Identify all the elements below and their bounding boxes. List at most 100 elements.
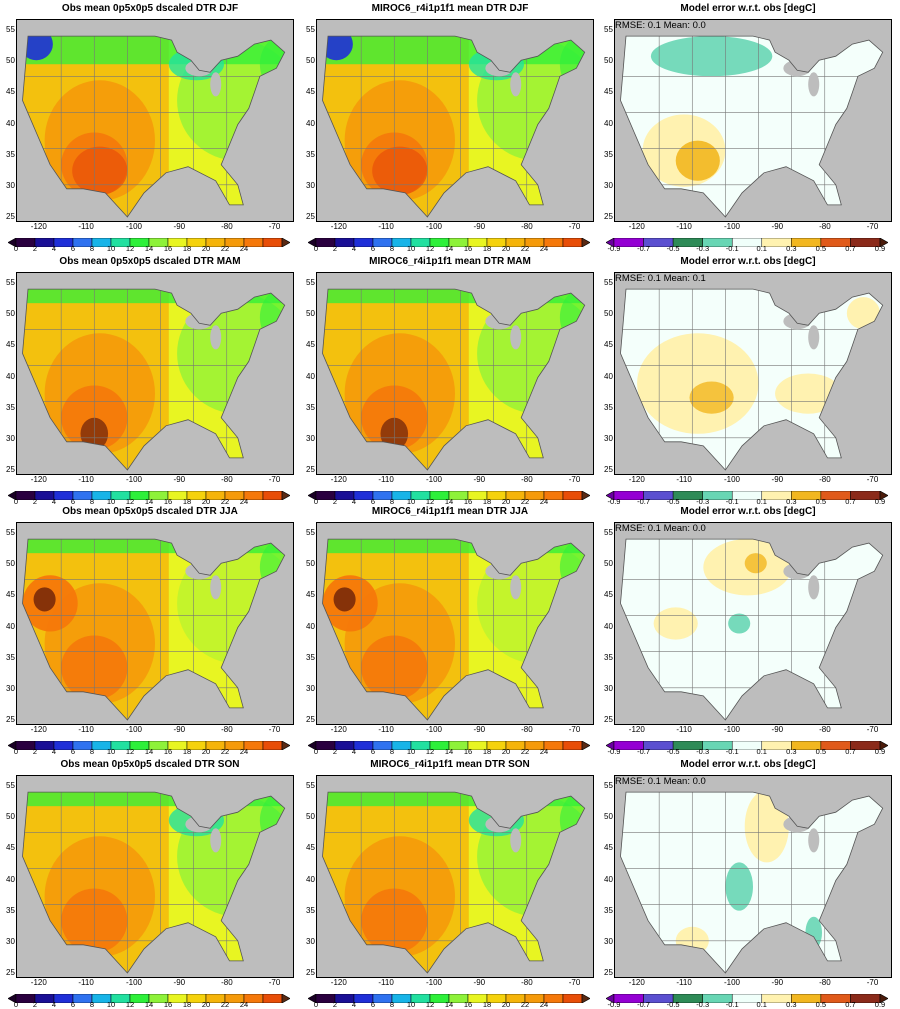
err-panel-title: Model error w.r.t. obs [degC] (680, 3, 816, 14)
err-panel-title: Model error w.r.t. obs [degC] (680, 506, 816, 517)
colorbar-tick-label: 12 (425, 244, 435, 253)
colorbar-tick-label: 8 (89, 497, 95, 506)
lat-tick-label: 40 (6, 118, 15, 128)
colorbar-tick-label: 8 (89, 747, 95, 756)
colorbar-tick-label: 8 (389, 497, 395, 506)
lat-tick-label: 40 (6, 621, 15, 631)
model-colorbar (307, 737, 591, 755)
colorbar-tick-label: 0.7 (845, 1000, 856, 1009)
colorbar-tick-label: 0 (13, 747, 19, 756)
lon-tick-label: -120 (628, 725, 645, 734)
colorbar-tick-label: 0.7 (845, 747, 856, 756)
lat-tick-label: 40 (604, 371, 613, 381)
obs-map-svg (22, 35, 286, 218)
colorbar-tick-label: 6 (70, 244, 76, 253)
colorbar-tick-label: 10 (106, 497, 116, 506)
lat-tick-label: 45 (604, 843, 613, 853)
colorbar-tick-label: 10 (406, 747, 416, 756)
model-colorbar-svg (307, 490, 591, 501)
colorbar-tick-label: 14 (144, 497, 154, 506)
colorbar-tick-label: -0.7 (637, 497, 651, 506)
lat-tick-label: 55 (306, 278, 315, 287)
lat-tick-label: 30 (604, 433, 613, 443)
colorbar-tick-label: 6 (70, 497, 76, 506)
colorbar-tick-label: 22 (520, 1000, 530, 1009)
colorbar-tick-label: 0 (313, 747, 319, 756)
lon-tick-label: -110 (676, 978, 692, 987)
colorbar-tick-label: -0.3 (696, 244, 710, 253)
obs-panel-mam: Obs mean 0p5x0p5 dscaled DTR MAM 25 30 35 40… (6, 253, 294, 506)
lat-tick-label: 50 (306, 56, 315, 66)
lon-tick-label: -90 (173, 475, 186, 484)
colorbar-tick-label: 0.1 (756, 747, 767, 756)
obs-panel-title: Obs mean 0p5x0p5 dscaled DTR SON (60, 759, 240, 770)
model-panel-son: MIROC6_r4i1p1f1 mean DTR SON 25 30 35 40 45 50… (306, 756, 594, 1009)
obs-map (16, 272, 294, 475)
lon-tick-label: -100 (125, 475, 142, 484)
lat-tick-label: 50 (306, 309, 315, 319)
obs-colorbar-svg (7, 740, 291, 751)
lat-tick-label: 25 (306, 968, 315, 977)
lon-tick-label: -80 (221, 978, 233, 987)
colorbar-tick-label: 18 (182, 244, 192, 253)
lat-tick-label: 25 (604, 212, 613, 221)
colorbar-tick-label: 24 (239, 497, 249, 506)
lat-tick-label: 30 (306, 180, 315, 190)
err-colorbar (605, 234, 889, 252)
lat-tick-label: 45 (6, 590, 15, 600)
obs-panel-jja: Obs mean 0p5x0p5 dscaled DTR JJA 25 30 35 40… (6, 503, 294, 756)
lat-tick-label: 45 (604, 590, 613, 600)
lon-tick-label: -100 (723, 222, 740, 231)
colorbar-tick-label: 4 (351, 497, 357, 506)
lon-tick-label: -90 (173, 978, 186, 987)
colorbar-tick-label: 10 (406, 497, 416, 506)
lon-tick-label: -110 (378, 475, 394, 484)
lat-tick-label: 45 (306, 590, 315, 600)
model-colorbar (307, 487, 591, 505)
colorbar-tick-label: 12 (125, 1000, 135, 1009)
obs-colorbar-svg (7, 993, 291, 1004)
model-panel-title: MIROC6_r4i1p1f1 mean DTR DJF (371, 3, 529, 14)
model-map-svg (322, 288, 586, 471)
colorbar-tick-label: -0.1 (725, 244, 739, 253)
lon-tick-label: -120 (330, 725, 347, 734)
colorbar-tick-label: 0.1 (756, 1000, 767, 1009)
colorbar-tick-label: 18 (182, 1000, 192, 1009)
model-map-svg (322, 791, 586, 974)
lat-tick-label: 40 (604, 118, 613, 128)
colorbar-tick-label: 20 (501, 1000, 511, 1009)
colorbar-tick-label: 14 (444, 747, 454, 756)
colorbar-tick-label: 4 (51, 497, 57, 506)
model-map-svg (322, 35, 586, 218)
lat-tick-label: 30 (306, 936, 315, 946)
lat-tick-label: 50 (306, 812, 315, 822)
lat-tick-label: 55 (6, 528, 15, 537)
lat-tick-label: 50 (6, 309, 15, 319)
lat-tick-label: 25 (604, 465, 613, 474)
lat-tick-label: 35 (306, 402, 315, 412)
colorbar-tick-label: 16 (463, 244, 473, 253)
colorbar-tick-label: -0.9 (607, 747, 621, 756)
lat-tick-label: 25 (6, 715, 15, 724)
err-panel-djf: Model error w.r.t. obs [degC] RMSE: 0.1 M… (604, 0, 892, 253)
lat-tick-label: 50 (604, 559, 613, 569)
lon-tick-label: -80 (221, 222, 233, 231)
lat-tick-label: 45 (306, 87, 315, 97)
lon-tick-label: -100 (425, 725, 442, 734)
lon-tick-label: -100 (425, 475, 442, 484)
lon-tick-label: -110 (378, 725, 394, 734)
colorbar-tick-label: 4 (351, 244, 357, 253)
lon-tick-label: -80 (819, 222, 831, 231)
lat-tick-label: 30 (6, 180, 15, 190)
obs-map-svg (22, 288, 286, 471)
colorbar-tick-label: 22 (520, 747, 530, 756)
colorbar-tick-label: 10 (406, 1000, 416, 1009)
lat-tick-label: 55 (604, 278, 613, 287)
colorbar-tick-label: 20 (501, 747, 511, 756)
error-stats-label: RMSE: 0.1 Mean: 0.0 (615, 776, 706, 787)
colorbar-tick-label: 10 (106, 1000, 116, 1009)
obs-panel-title: Obs mean 0p5x0p5 dscaled DTR DJF (61, 3, 239, 14)
colorbar-tick-label: 18 (482, 244, 492, 253)
lat-tick-label: 25 (306, 715, 315, 724)
colorbar-tick-label: 24 (539, 747, 549, 756)
